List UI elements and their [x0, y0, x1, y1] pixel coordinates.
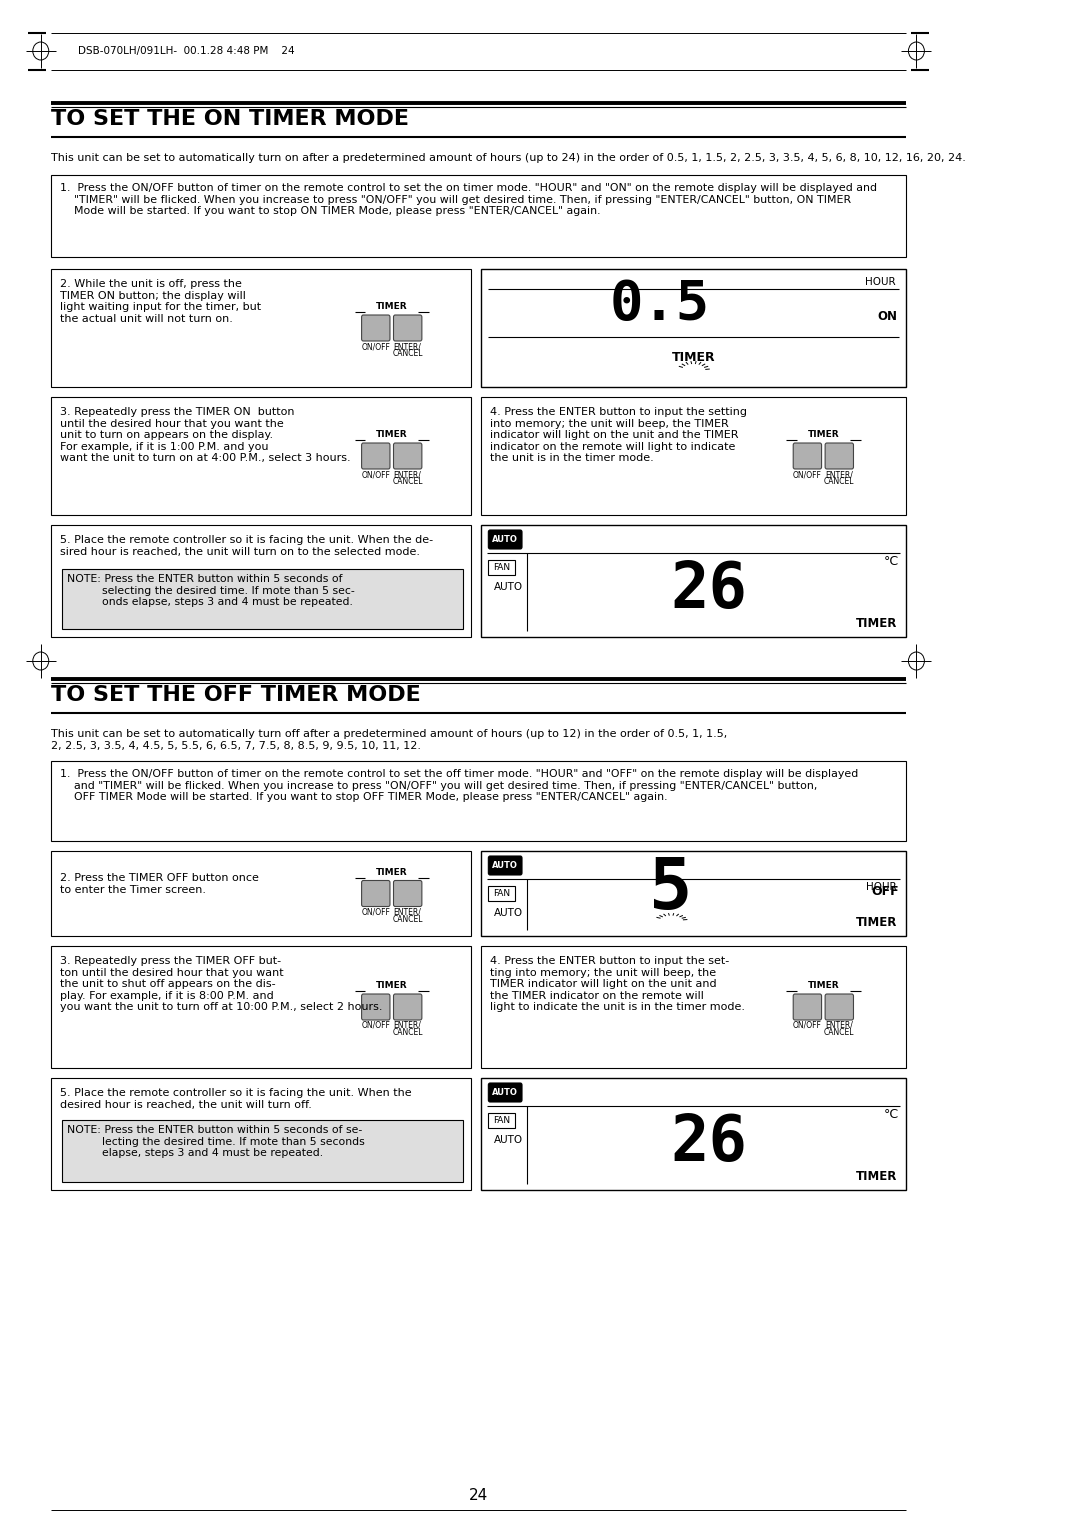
FancyBboxPatch shape — [488, 530, 522, 549]
Text: NOTE: Press the ENTER button within 5 seconds of
          selecting the desired: NOTE: Press the ENTER button within 5 se… — [67, 575, 355, 607]
Text: AUTO: AUTO — [492, 535, 518, 544]
Text: 26: 26 — [671, 1112, 747, 1174]
Text: TIMER: TIMER — [808, 981, 839, 990]
Text: 24: 24 — [469, 1488, 488, 1504]
Text: TIMER: TIMER — [376, 981, 407, 990]
Text: TIMER: TIMER — [672, 351, 715, 364]
Text: 5: 5 — [649, 854, 693, 924]
Text: TO SET THE OFF TIMER MODE: TO SET THE OFF TIMER MODE — [52, 685, 421, 704]
Text: TIMER: TIMER — [808, 429, 839, 439]
FancyBboxPatch shape — [793, 995, 822, 1021]
Text: NOTE: Press the ENTER button within 5 seconds of se-
          lecting the desir: NOTE: Press the ENTER button within 5 se… — [67, 1125, 365, 1158]
Text: 0.5: 0.5 — [609, 278, 710, 332]
Text: ON/OFF: ON/OFF — [362, 908, 390, 917]
Text: CANCEL: CANCEL — [824, 1028, 854, 1038]
Bar — [482, 397, 906, 515]
Text: 5. Place the remote controller so it is facing the unit. When the de-
sired hour: 5. Place the remote controller so it is … — [60, 535, 433, 556]
Bar — [52, 851, 472, 937]
Bar — [488, 559, 515, 575]
FancyBboxPatch shape — [362, 995, 390, 1021]
Text: CANCEL: CANCEL — [392, 914, 423, 923]
FancyBboxPatch shape — [488, 856, 522, 876]
Text: ON/OFF: ON/OFF — [362, 342, 390, 351]
Bar — [52, 176, 906, 257]
Text: ENTER/: ENTER/ — [394, 471, 421, 478]
Bar — [482, 269, 906, 387]
Text: FAN: FAN — [494, 889, 510, 898]
Text: TIMER: TIMER — [376, 303, 407, 312]
FancyBboxPatch shape — [362, 880, 390, 906]
Text: 3. Repeatedly press the TIMER OFF but-
ton until the desired hour that you want
: 3. Repeatedly press the TIMER OFF but- t… — [60, 957, 382, 1013]
FancyBboxPatch shape — [825, 995, 853, 1021]
Text: ON/OFF: ON/OFF — [362, 1021, 390, 1030]
Text: CANCEL: CANCEL — [392, 477, 423, 486]
Text: ENTER/: ENTER/ — [394, 908, 421, 917]
Text: ENTER/: ENTER/ — [825, 471, 853, 478]
Text: HOUR: HOUR — [866, 882, 896, 892]
Text: DSB-070LH/091LH-  00.1.28 4:48 PM    24: DSB-070LH/091LH- 00.1.28 4:48 PM 24 — [78, 46, 295, 57]
Text: OFF: OFF — [872, 885, 899, 898]
Text: 1.  Press the ON/OFF button of timer on the remote control to set the off timer : 1. Press the ON/OFF button of timer on t… — [60, 769, 859, 802]
Text: TIMER: TIMER — [376, 868, 407, 877]
Bar — [488, 886, 515, 902]
Text: °C: °C — [885, 555, 900, 567]
Bar — [482, 851, 906, 937]
Text: AUTO: AUTO — [494, 582, 523, 591]
Text: TIMER: TIMER — [855, 1169, 896, 1183]
Bar — [52, 1077, 472, 1190]
Text: ENTER/: ENTER/ — [394, 342, 421, 351]
Text: AUTO: AUTO — [494, 1135, 523, 1144]
Text: 5. Place the remote controller so it is facing the unit. When the
desired hour i: 5. Place the remote controller so it is … — [60, 1088, 411, 1109]
FancyBboxPatch shape — [488, 1083, 522, 1102]
Bar — [52, 946, 472, 1068]
Text: 2. Press the TIMER OFF button once
to enter the Timer screen.: 2. Press the TIMER OFF button once to en… — [60, 872, 259, 894]
Text: FAN: FAN — [494, 1115, 510, 1125]
FancyBboxPatch shape — [362, 443, 390, 469]
Text: 3. Repeatedly press the TIMER ON  button
until the desired hour that you want th: 3. Repeatedly press the TIMER ON button … — [60, 406, 351, 463]
Text: AUTO: AUTO — [492, 860, 518, 869]
Text: HOUR: HOUR — [864, 277, 895, 287]
FancyBboxPatch shape — [393, 880, 422, 906]
FancyBboxPatch shape — [362, 315, 390, 341]
Bar — [52, 526, 472, 637]
Text: TIMER: TIMER — [855, 616, 896, 630]
Text: 4. Press the ENTER button to input the set-
ting into memory; the unit will beep: 4. Press the ENTER button to input the s… — [490, 957, 745, 1013]
Text: CANCEL: CANCEL — [392, 1028, 423, 1038]
FancyBboxPatch shape — [393, 315, 422, 341]
Text: °C: °C — [885, 1108, 900, 1120]
Text: TO SET THE ON TIMER MODE: TO SET THE ON TIMER MODE — [52, 108, 409, 128]
Text: ON/OFF: ON/OFF — [793, 1021, 822, 1030]
Bar — [482, 1077, 906, 1190]
Text: TIMER: TIMER — [376, 429, 407, 439]
Bar — [488, 1112, 515, 1128]
Bar — [52, 397, 472, 515]
Text: CANCEL: CANCEL — [392, 348, 423, 358]
Text: AUTO: AUTO — [494, 908, 523, 918]
Bar — [482, 526, 906, 637]
Text: ENTER/: ENTER/ — [825, 1021, 853, 1030]
Text: 26: 26 — [671, 559, 747, 620]
Bar — [52, 761, 906, 840]
Text: ENTER/: ENTER/ — [394, 1021, 421, 1030]
Text: 4. Press the ENTER button to input the setting
into memory; the unit will beep, : 4. Press the ENTER button to input the s… — [490, 406, 747, 463]
Text: 1.  Press the ON/OFF button of timer on the remote control to set the on timer m: 1. Press the ON/OFF button of timer on t… — [60, 183, 877, 215]
Bar — [52, 269, 472, 387]
Text: This unit can be set to automatically turn on after a predetermined amount of ho: This unit can be set to automatically tu… — [52, 153, 967, 163]
Text: ON: ON — [877, 310, 896, 322]
Text: TIMER: TIMER — [855, 915, 896, 929]
Bar — [482, 946, 906, 1068]
Text: 2. While the unit is off, press the
TIMER ON button; the display will
light wait: 2. While the unit is off, press the TIME… — [60, 280, 261, 324]
Text: This unit can be set to automatically turn off after a predetermined amount of h: This unit can be set to automatically tu… — [52, 729, 728, 750]
FancyBboxPatch shape — [393, 443, 422, 469]
Text: CANCEL: CANCEL — [824, 477, 854, 486]
Text: AUTO: AUTO — [492, 1088, 518, 1097]
FancyBboxPatch shape — [393, 995, 422, 1021]
Text: FAN: FAN — [494, 562, 510, 571]
Bar — [62, 1120, 462, 1183]
Text: ON/OFF: ON/OFF — [362, 471, 390, 478]
FancyBboxPatch shape — [793, 443, 822, 469]
Text: ON/OFF: ON/OFF — [793, 471, 822, 478]
Bar — [62, 568, 462, 630]
FancyBboxPatch shape — [825, 443, 853, 469]
